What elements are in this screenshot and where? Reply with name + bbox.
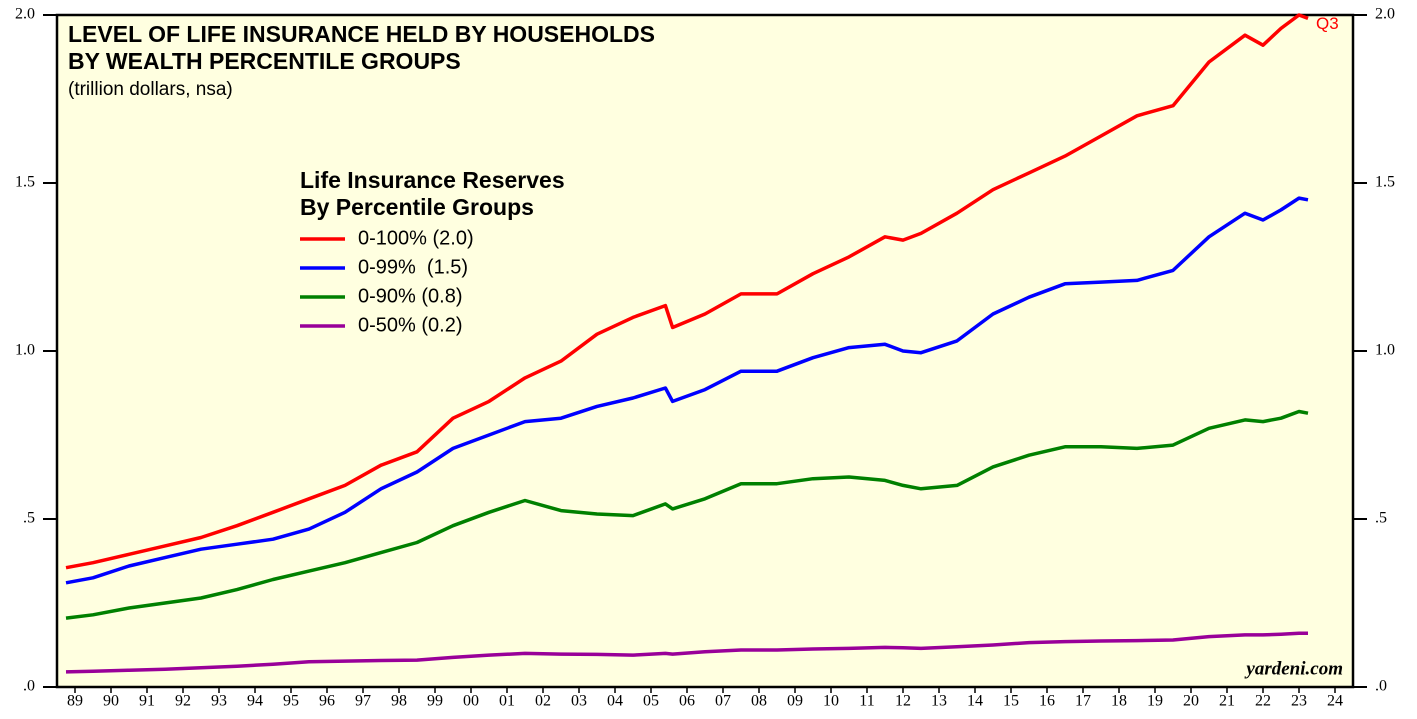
y2-tick-label: 1.0 [1375,342,1395,359]
x-tick-label: 95 [283,693,299,710]
source: yardeni.com [1244,658,1343,679]
x-tick-label: 04 [607,693,623,710]
legend-label: 0-50% (0.2) [358,314,463,336]
legend-label: 0-99% (1.5) [358,256,468,278]
series-line [65,409,1309,620]
x-tick-label: 15 [1003,693,1019,710]
y2-tick-label: 1.5 [1375,174,1395,191]
x-tick-label: 22 [1255,693,1271,710]
x-tick-label: 06 [679,693,695,710]
y-tick-label: 2.0 [15,6,35,23]
plot-background [57,15,1353,687]
x-tick-label: 21 [1219,693,1235,710]
annotation: Q3 [1316,14,1339,33]
x-tick-label: 10 [823,693,839,710]
legend-title: Life Insurance Reserves [300,167,565,193]
legend-title: By Percentile Groups [300,194,534,220]
y2-tick-label: 2.0 [1375,6,1395,23]
series-line [65,631,1308,674]
x-tick-label: 93 [211,693,227,710]
x-tick-label: 97 [355,693,371,710]
legend-label: 0-100% (2.0) [358,227,474,249]
x-tick-label: 09 [787,693,803,710]
x-tick-label: 17 [1075,693,1091,710]
y-tick-label: .5 [23,510,35,527]
x-tick-label: 90 [103,693,119,710]
x-tick-label: 14 [967,693,983,710]
x-tick-label: 05 [643,693,659,710]
x-tick-label: 92 [175,693,191,710]
y2-tick-label: .0 [1375,678,1387,695]
series-line [65,196,1309,585]
legend-label: 0-90% (0.8) [358,285,463,307]
x-tick-label: 24 [1327,693,1343,710]
x-tick-label: 96 [319,693,335,710]
x-tick-label: 02 [535,693,551,710]
plot-frame [55,13,1355,689]
x-tick-label: 00 [463,693,479,710]
x-tick-label: 08 [751,693,767,710]
x-tick-label: 99 [427,693,443,710]
x-tick-label: 07 [715,693,731,710]
y-tick-label: .0 [23,678,35,695]
x-tick-label: 12 [895,693,911,710]
x-tick-label: 20 [1183,693,1199,710]
chart-title: BY WEALTH PERCENTILE GROUPS [68,48,461,74]
x-tick-label: 18 [1111,693,1127,710]
chart-title: LEVEL OF LIFE INSURANCE HELD BY HOUSEHOL… [68,21,655,47]
series-line [65,13,1309,570]
x-tick-label: 16 [1039,693,1055,710]
x-tick-label: 01 [499,693,515,710]
y-tick-label: 1.0 [15,342,35,359]
x-tick-label: 91 [139,693,155,710]
x-tick-label: 98 [391,693,407,710]
y-tick-label: 1.5 [15,174,35,191]
x-tick-label: 19 [1147,693,1163,710]
x-tick-label: 23 [1291,693,1307,710]
x-tick-label: 11 [859,693,874,710]
x-tick-label: 94 [247,693,263,710]
x-tick-label: 89 [67,693,83,710]
y2-tick-label: .5 [1375,510,1387,527]
chart-subtitle: (trillion dollars, nsa) [68,79,233,100]
x-tick-label: 03 [571,693,587,710]
x-tick-label: 13 [931,693,947,710]
